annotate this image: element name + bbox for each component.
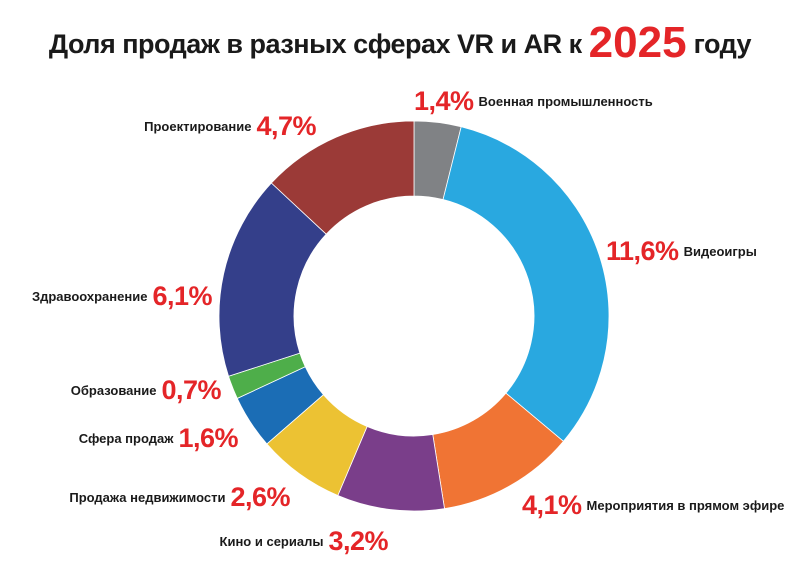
label-education: Образование 0,7% xyxy=(70,375,222,405)
pct-sales: 1,6% xyxy=(178,423,238,453)
name-military: Военная промышленность xyxy=(478,94,653,109)
pct-education: 0,7% xyxy=(161,375,221,405)
label-live-events: 4,1% Мероприятия в прямом эфире xyxy=(522,492,784,519)
title-year: 2025 xyxy=(588,18,687,67)
name-sales: Сфера продаж xyxy=(78,431,174,446)
title-suffix: году xyxy=(693,29,752,59)
name-videogames: Видеоигры xyxy=(683,244,757,259)
name-live-events: Мероприятия в прямом эфире xyxy=(586,498,785,513)
label-cinema: Кино и сериалы 3,2% xyxy=(219,526,389,556)
name-cinema: Кино и сериалы xyxy=(219,534,324,549)
pct-design: 4,7% xyxy=(256,111,316,141)
pct-live-events: 4,1% xyxy=(522,490,582,520)
slice-1 xyxy=(442,126,610,442)
slice-8 xyxy=(270,120,415,235)
name-design: Проектирование xyxy=(144,119,252,134)
name-education: Образование xyxy=(70,383,157,398)
name-real-estate: Продажа недвижимости xyxy=(69,490,226,505)
label-design: Проектирование 4,7% xyxy=(144,113,316,140)
pct-healthcare: 6,1% xyxy=(152,281,212,311)
label-real-estate: Продажа недвижимости 2,6% xyxy=(69,484,290,511)
pct-military: 1,4% xyxy=(414,86,474,116)
name-healthcare: Здравоохранение xyxy=(31,289,148,304)
chart-title: Доля продаж в разных сферах VR и AR к 20… xyxy=(0,18,800,68)
label-military: 1,4% Военная промышленность xyxy=(414,88,653,115)
label-videogames: 11,6% Видеоигры xyxy=(606,238,757,265)
pct-videogames: 11,6% xyxy=(606,236,679,266)
pct-real-estate: 2,6% xyxy=(230,482,290,512)
label-healthcare: Здравоохранение 6,1% xyxy=(31,281,213,311)
label-sales: Сфера продаж 1,6% xyxy=(78,423,239,453)
title-prefix: Доля продаж в разных сферах VR и AR к xyxy=(48,29,582,59)
pct-cinema: 3,2% xyxy=(328,526,388,556)
